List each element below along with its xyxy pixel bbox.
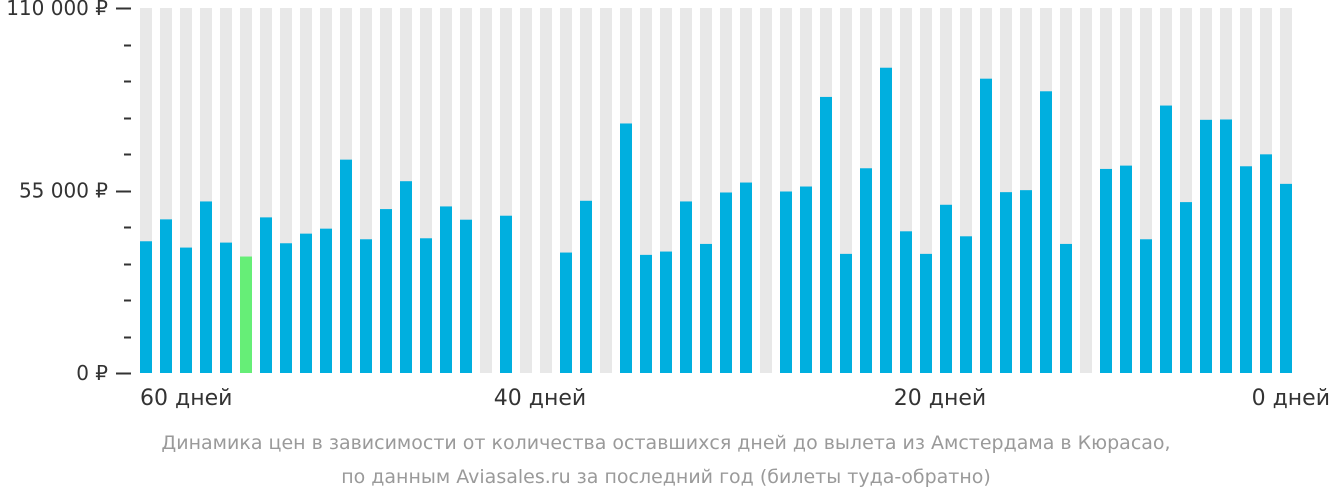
bar: [720, 192, 732, 373]
bar: [1280, 183, 1292, 373]
bar: [920, 253, 932, 373]
column-background: [540, 8, 552, 373]
bar: [800, 186, 812, 373]
bar: [580, 200, 592, 373]
bar: [980, 78, 992, 373]
bar: [620, 123, 632, 374]
bar: [1240, 166, 1252, 373]
bar: [1200, 119, 1212, 373]
chart-caption-line-1: Динамика цен в зависимости от количества…: [161, 432, 1171, 454]
bar: [560, 252, 572, 373]
bar: [960, 236, 972, 373]
bar: [1160, 105, 1172, 374]
column-background: [760, 8, 772, 373]
bar: [1180, 202, 1192, 373]
chart-caption-line-2: по данным Aviasales.ru за последний год …: [341, 466, 991, 488]
bar: [1020, 190, 1032, 373]
bar: [900, 231, 912, 373]
bar: [140, 241, 152, 373]
bar: [820, 96, 832, 373]
bar: [280, 243, 292, 373]
price-dynamics-chart: 0 ₽ 55 000 ₽ 110 000 ₽ 60 дней 40 дней 20 дне…: [6, 0, 1330, 411]
bar: [260, 217, 272, 373]
x-tick-label: 20 дней: [894, 386, 986, 411]
bar: [1140, 239, 1152, 373]
bar: [460, 219, 472, 373]
bar: [340, 159, 352, 373]
bar: [500, 215, 512, 373]
bar: [740, 182, 752, 373]
bar: [640, 254, 652, 373]
x-tick-label: 40 дней: [494, 386, 586, 411]
bar: [380, 209, 392, 373]
bar: [1100, 168, 1112, 373]
bar: [360, 239, 372, 373]
x-tick-label: 0 дней: [1252, 386, 1330, 411]
bar: [700, 243, 712, 373]
bar: [680, 201, 692, 373]
bar: [300, 233, 312, 373]
bar: [440, 206, 452, 373]
bar: [1060, 243, 1072, 373]
bar: [1120, 165, 1132, 373]
bar: [1260, 154, 1272, 373]
bar: [220, 242, 232, 373]
bar: [1040, 91, 1052, 373]
column-background: [520, 8, 532, 373]
bar: [880, 67, 892, 374]
bar: [1220, 119, 1232, 373]
bar: [200, 201, 212, 373]
bar: [180, 247, 192, 373]
bar: [320, 228, 332, 373]
bar: [860, 168, 872, 373]
bar: [420, 238, 432, 373]
bar: [400, 181, 412, 373]
bar: [780, 191, 792, 373]
y-tick-label: 110 000 ₽: [6, 0, 108, 20]
column-background: [600, 8, 612, 373]
x-tick-label: 60 дней: [140, 386, 232, 411]
column-background: [480, 8, 492, 373]
bar: [660, 251, 672, 373]
bar: [160, 219, 172, 373]
bar: [940, 204, 952, 373]
bar: [840, 253, 852, 373]
bar-highlight: [240, 256, 252, 373]
y-tick-label: 55 000 ₽: [19, 179, 108, 203]
bar: [1000, 192, 1012, 373]
column-background: [1080, 8, 1092, 373]
y-tick-label: 0 ₽: [76, 361, 108, 385]
